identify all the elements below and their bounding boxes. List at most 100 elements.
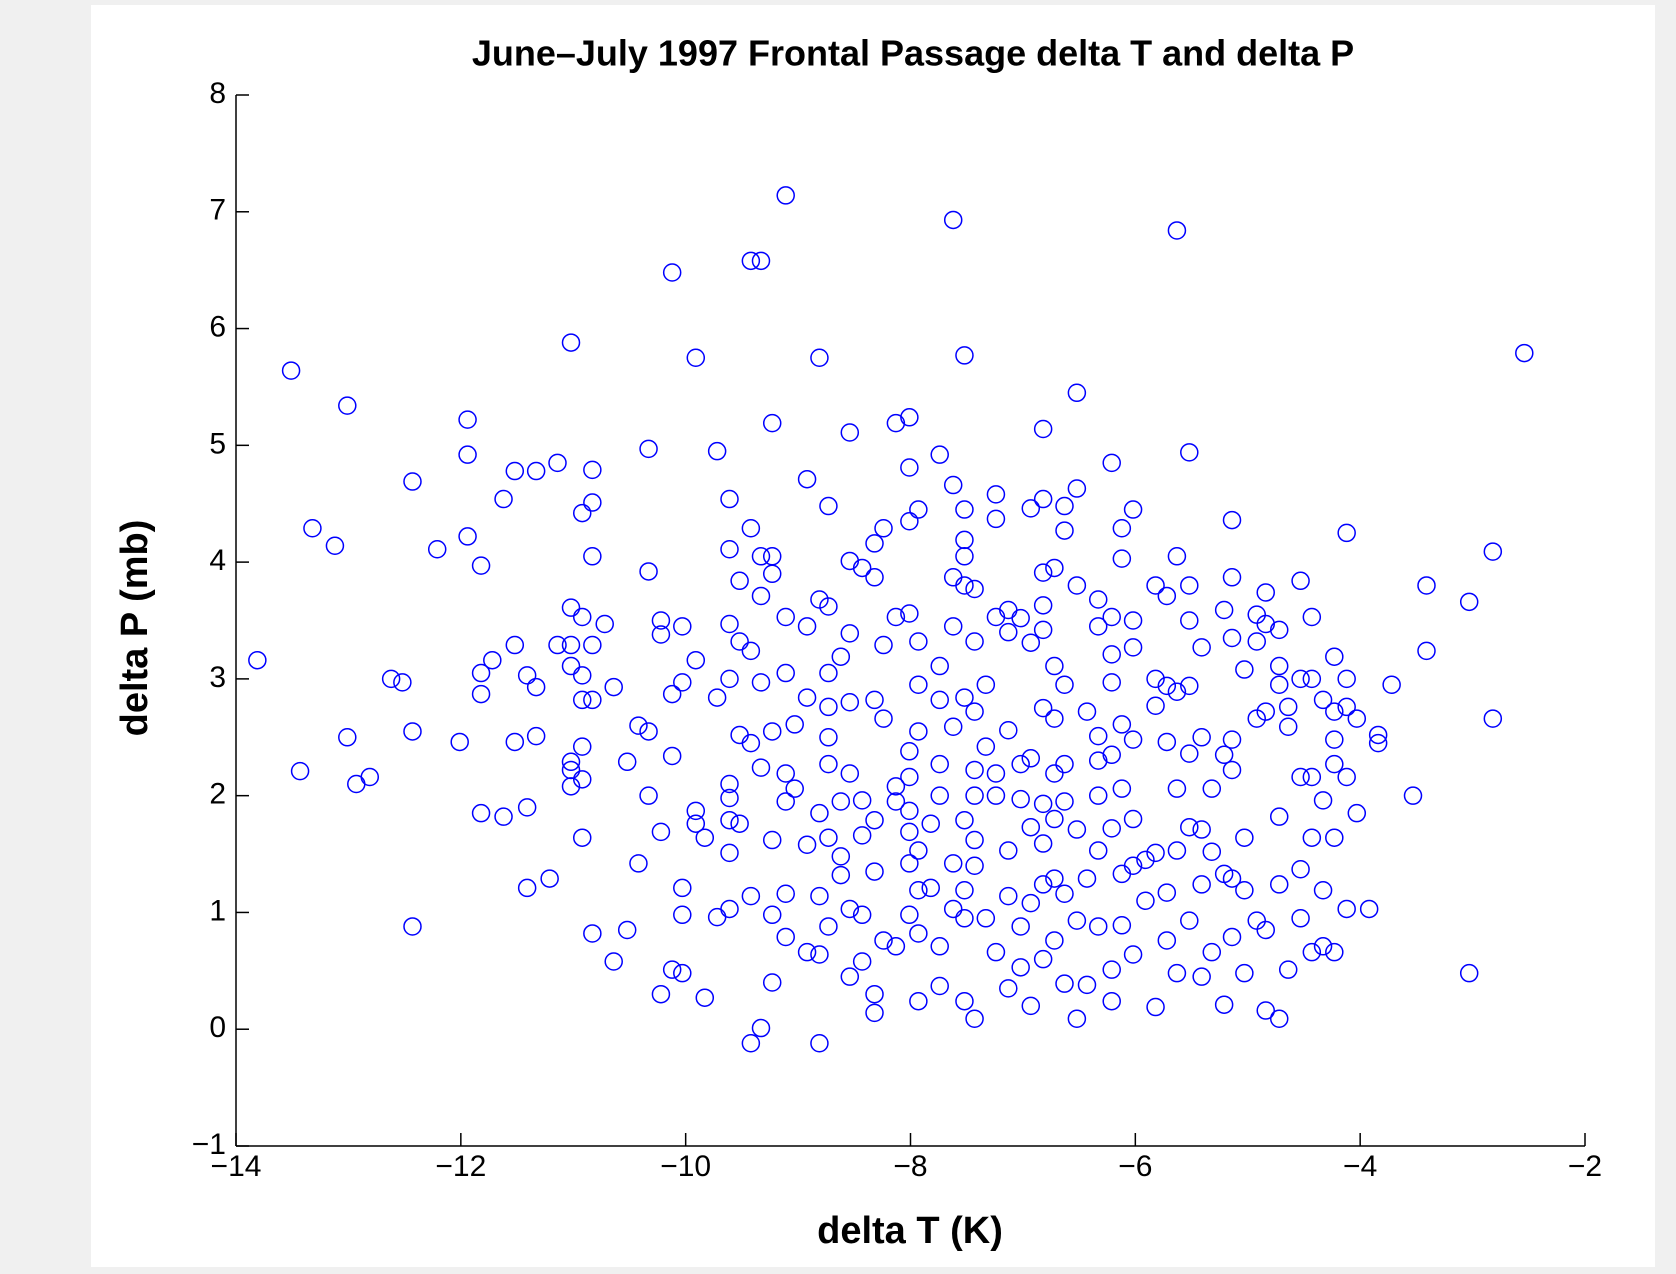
data-point [583,690,602,710]
y-tick-label: 8 [209,77,226,110]
data-point [561,635,581,655]
data-point [1337,697,1356,717]
data-point [762,905,782,925]
data-point [526,677,546,697]
data-point [955,547,974,566]
data-point [1157,732,1177,752]
data-point [986,764,1006,783]
data-point [819,663,838,683]
data-point [1102,645,1121,664]
data-point [1256,614,1275,634]
data-point [943,475,963,495]
data-point [662,263,682,282]
data-point [1180,611,1199,630]
data-point [1123,856,1143,875]
data-point [673,617,692,636]
data-point [1192,967,1211,986]
data-point [1157,931,1177,950]
data-point [1222,869,1242,888]
data-point [1167,841,1187,860]
data-point [1011,917,1030,936]
data-point [1055,754,1074,774]
data-point [281,361,301,380]
data-point [900,408,919,427]
data-point [1136,850,1155,870]
data-point [1011,958,1030,977]
data-point [955,500,974,519]
data-point [762,830,782,850]
data-point [1112,518,1132,538]
data-point [943,899,963,919]
data-point [955,881,974,900]
data-point [1123,611,1143,630]
data-point [1403,786,1423,805]
data-point [583,547,602,566]
data-point [1021,499,1041,518]
data-point [471,663,491,683]
data-point [393,673,412,692]
data-point [776,884,795,904]
data-point [976,737,996,756]
data-point [852,558,872,578]
data-point [494,489,513,509]
chart-title: June–July 1997 Frontal Passage delta T a… [472,33,1354,74]
data-point [1256,1001,1275,1020]
data-point [999,886,1018,906]
data-point [900,854,919,873]
data-point [1325,730,1344,749]
data-point [909,924,928,943]
data-point [1235,963,1254,983]
data-point [1235,828,1254,847]
data-point [797,688,817,707]
data-point [865,690,884,710]
data-point [886,777,906,796]
data-point [797,942,817,962]
data-point [583,460,602,480]
data-point [819,597,838,616]
data-point [819,917,838,936]
data-point [1302,607,1322,627]
data-point [776,607,795,627]
data-point [1123,500,1143,519]
data-point [741,733,761,753]
data-point [338,728,357,747]
data-point [1055,521,1074,540]
data-point [450,732,469,752]
data-point [730,814,749,833]
data-point [505,461,525,481]
data-point [1382,675,1401,694]
data-point [762,564,782,584]
data-point [1347,709,1367,728]
y-tick-label: 1 [209,894,226,927]
data-point [1256,920,1275,940]
data-point [290,761,310,781]
data-point [1088,751,1108,770]
data-point [427,540,447,559]
data-point [1077,975,1097,995]
y-axis-label: delta P (mb) [114,520,156,737]
data-point [1011,789,1030,809]
data-point [1055,675,1074,694]
data-point [1269,620,1289,640]
data-point [1167,963,1187,983]
data-point [1136,891,1155,911]
data-point [909,841,928,860]
data-point [1123,809,1143,829]
data-point [1045,656,1064,676]
data-point [955,688,974,707]
data-point [1088,841,1108,860]
data-point [517,798,537,817]
data-point [886,792,906,811]
data-point [617,752,637,772]
data-point [776,764,795,783]
data-point [1291,859,1310,879]
data-point [751,547,771,566]
data-point [776,927,795,947]
data-point [865,810,884,830]
data-point [943,854,963,873]
data-point [762,722,782,741]
data-point [1033,698,1053,718]
data-point [1167,779,1187,798]
data-point [561,777,581,796]
data-point [561,598,581,617]
